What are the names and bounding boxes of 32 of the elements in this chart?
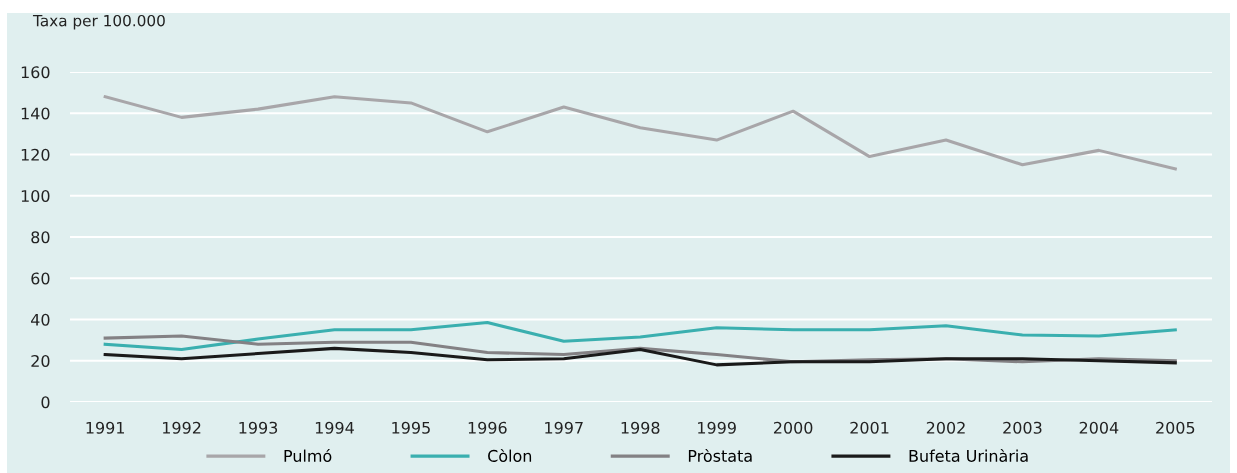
x-tick-label: 2004: [1079, 421, 1119, 434]
x-tick-label: 1993: [239, 421, 278, 434]
line-series: [103, 321, 1177, 351]
y-tick-label: 20: [31, 354, 50, 368]
x-tick-label: 2005: [1156, 421, 1195, 434]
x-tick-label: 1999: [698, 421, 736, 434]
x-tick-label: 1998: [621, 421, 660, 434]
legend-label: Bufeta Urinària: [909, 448, 1028, 462]
x-tick-label: 1992: [163, 421, 201, 434]
x-tick-label: 1997: [545, 421, 583, 434]
x-tick-label: 2003: [1003, 421, 1042, 434]
y-axis-title: Taxa per 100.000: [32, 14, 165, 30]
x-tick-label: 1991: [86, 421, 125, 434]
y-tick-label: 60: [31, 272, 50, 285]
legend-label: Còlon: [488, 448, 532, 462]
legend-label: Pròstata: [688, 448, 752, 462]
x-tick-label: 1995: [392, 421, 430, 434]
line-series: [103, 346, 1177, 367]
legend-label: Pulmó: [284, 448, 332, 462]
y-tick-label: 120: [21, 148, 50, 161]
x-tick-label: 2002: [926, 421, 965, 434]
y-tick-label: 140: [21, 107, 50, 120]
y-tick-label: 80: [31, 231, 50, 244]
x-tick-label: 2000: [773, 421, 813, 434]
x-tick-label: 1994: [315, 421, 354, 434]
y-tick-label: 40: [31, 313, 50, 326]
x-tick-label: 2001: [850, 421, 889, 434]
y-tick-label: 100: [21, 189, 50, 203]
x-tick-label: 1996: [468, 421, 507, 434]
y-tick-label: 160: [21, 66, 50, 79]
line-series: [103, 95, 1177, 171]
y-tick-label: 0: [41, 396, 50, 409]
